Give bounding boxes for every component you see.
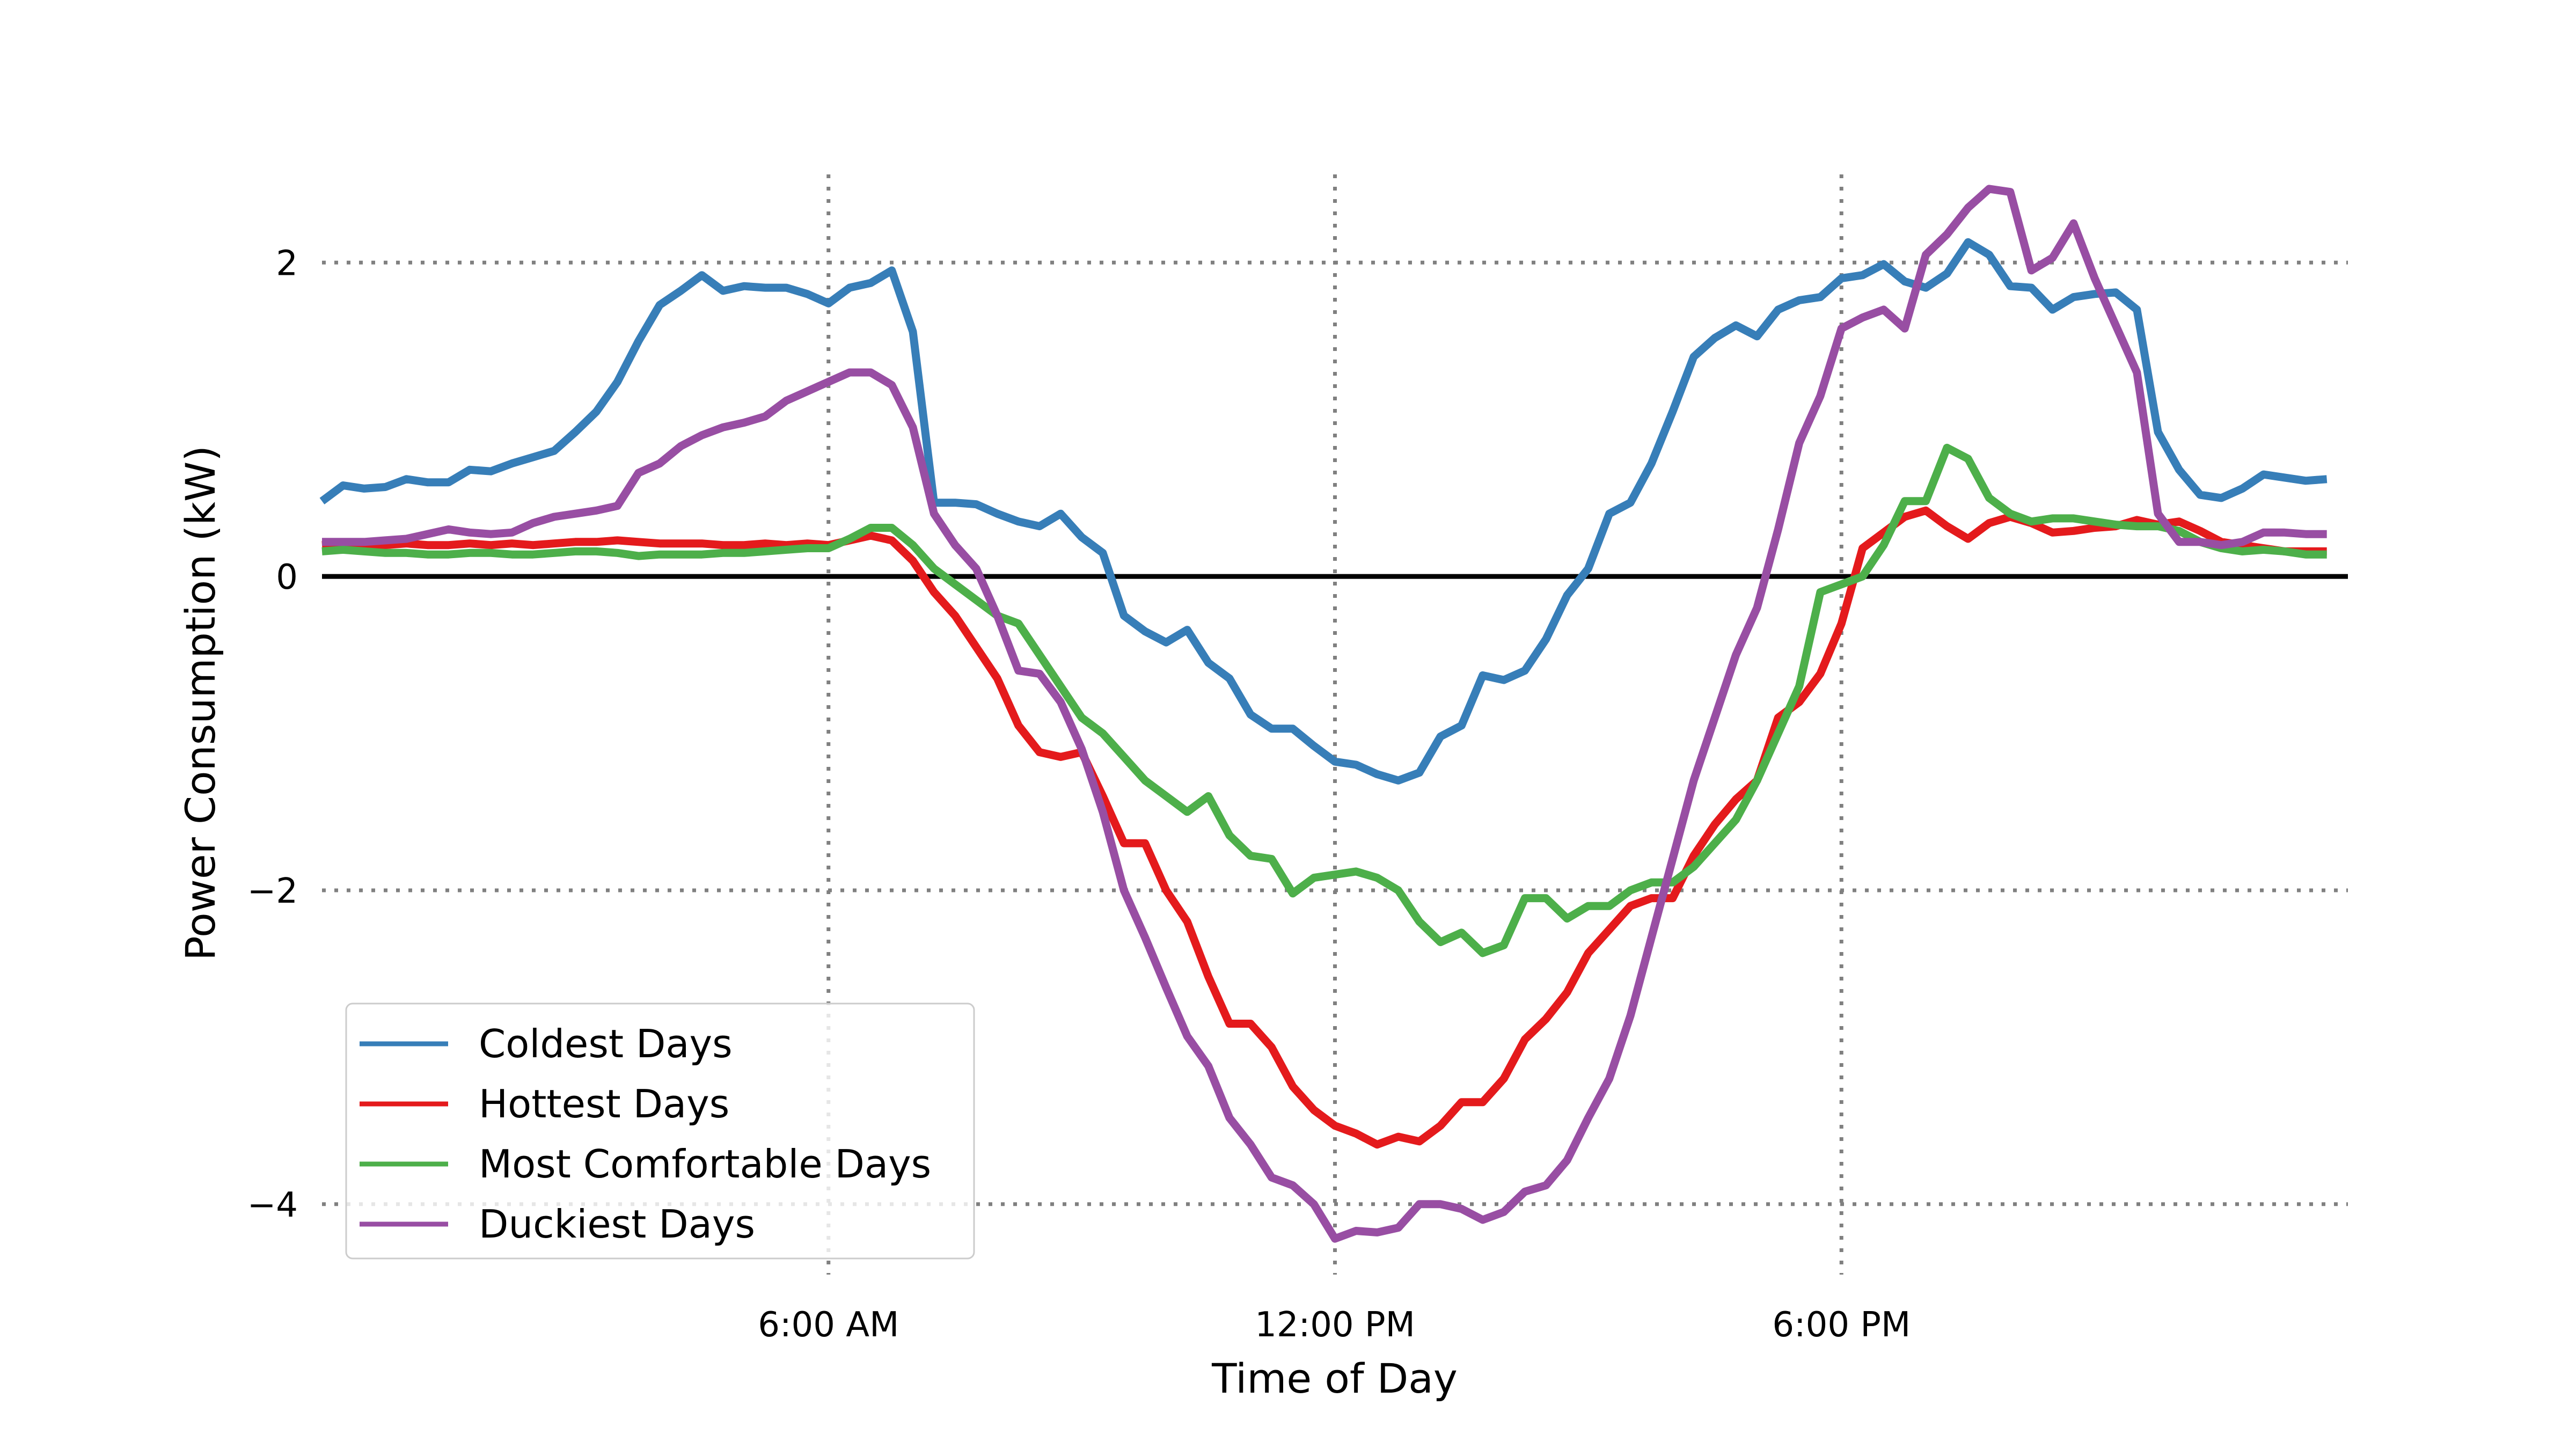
y-axis-label: Power Consumption (kW) <box>177 445 224 961</box>
series-lines <box>319 185 2328 1243</box>
legend-label-3: Most Comfortable Days <box>479 1141 931 1187</box>
legend-label-4: Duckiest Days <box>479 1202 755 1247</box>
series-line-3 <box>321 443 2327 957</box>
y-tick-label: −4 <box>247 1185 298 1225</box>
y-tick-label: 0 <box>276 558 298 597</box>
x-tick-label: 6:00 PM <box>1772 1305 1911 1345</box>
series-line-1 <box>319 238 2328 785</box>
legend-label-2: Hottest Days <box>479 1081 729 1126</box>
legend-label-1: Coldest Days <box>479 1021 733 1066</box>
x-tick-label: 6:00 AM <box>758 1305 899 1345</box>
series-line-2 <box>321 506 2327 1149</box>
x-tick-label: 12:00 PM <box>1255 1305 1415 1345</box>
legend-box <box>345 1002 975 1260</box>
y-tick-label: 2 <box>276 244 298 283</box>
y-tick-label: −2 <box>247 872 298 911</box>
x-tick-labels: 6:00 AM 12:00 PM 6:00 PM <box>758 1305 1911 1345</box>
x-axis-label: Time of Day <box>1211 1355 1458 1402</box>
legend: Coldest Days Hottest Days Most Comfortable… <box>345 1002 975 1260</box>
series-line-4 <box>322 185 2327 1243</box>
y-tick-labels: −4 −2 0 2 <box>247 244 298 1225</box>
